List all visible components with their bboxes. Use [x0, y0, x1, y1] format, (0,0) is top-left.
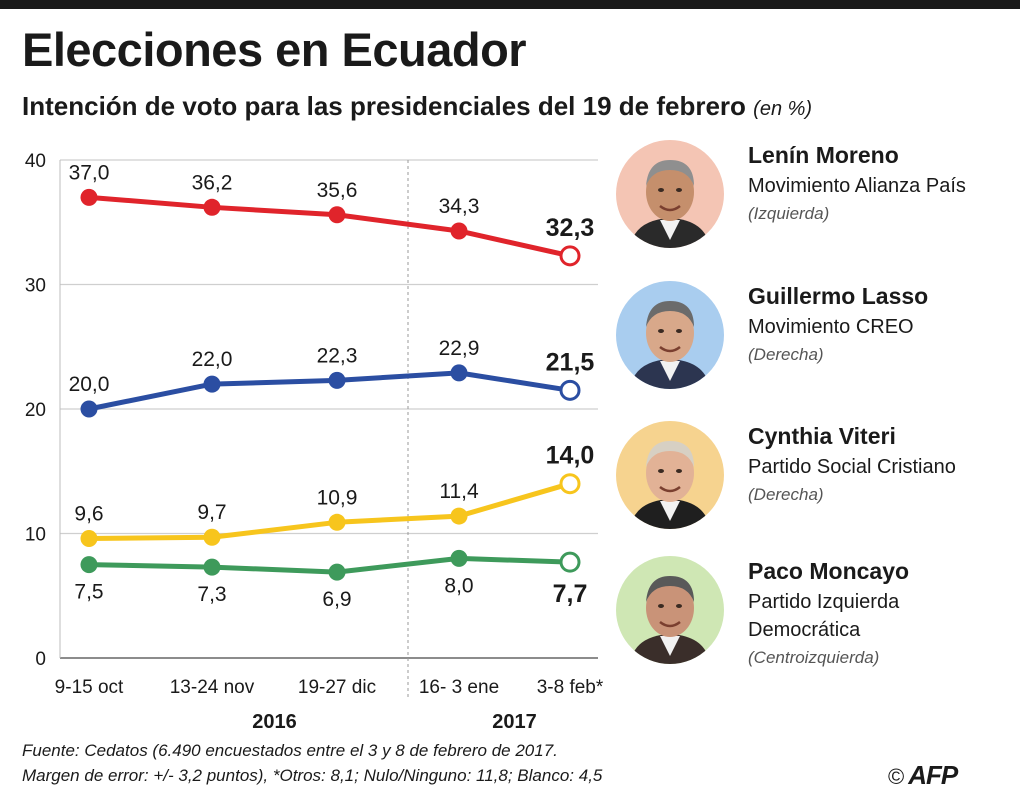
year-label-2016: 2016: [252, 711, 297, 733]
candidate-ideology: (Izquierda): [748, 204, 830, 223]
series-2-point-1: [203, 528, 221, 546]
series-3-point-4: [559, 551, 581, 573]
candidate-card: Guillermo Lasso Movimiento CREO (Derecha): [612, 281, 1012, 406]
candidate-party: Movimiento Alianza País: [748, 175, 966, 197]
candidate-ideology: (Derecha): [748, 485, 824, 504]
candidate-card: Lenín Moreno Movimiento Alianza País (Izqu…: [612, 140, 1012, 265]
x-tick-label-2: 19-27 dic: [298, 677, 376, 698]
series-0-point-3: [450, 222, 468, 240]
series-1-point-0: [80, 400, 98, 418]
series-3-label-4: 7,7: [553, 580, 588, 608]
series-0-point-4: [559, 245, 581, 267]
series-0-label-4: 32,3: [546, 214, 595, 242]
candidate-ideology: (Derecha): [748, 345, 824, 364]
line-chart: 0 10 20 30 40 9-15 oct 13-24 nov 19-27 dic 16- 3…: [25, 151, 604, 733]
series-3-point-1: [203, 558, 221, 576]
series-1-label-0: 20,0: [69, 373, 110, 396]
x-tick-label-0: 9-15 oct: [55, 677, 124, 698]
series-3-label-3: 8,0: [444, 574, 473, 597]
candidate-photo: [616, 556, 724, 664]
footer-line-2: Margen de error: +/- 3,2 puntos), *Otros…: [22, 766, 603, 785]
top-bar: [0, 0, 1020, 9]
subtitle-text: Intención de voto para las presidenciale…: [22, 91, 746, 121]
series-1-point-2: [328, 371, 346, 389]
agency-credit: © AFP: [888, 760, 958, 791]
candidate-name: Paco Moncayo: [748, 558, 910, 584]
series-3-point-2: [328, 563, 346, 581]
x-tick-label-1: 13-24 nov: [170, 677, 255, 698]
afp-logo: AFP: [908, 760, 958, 790]
series-1-point-3: [450, 364, 468, 382]
series-3-point-0: [80, 556, 98, 574]
series-2-point-3: [450, 507, 468, 525]
series-1-label-2: 22,3: [317, 344, 358, 367]
candidate-name: Lenín Moreno: [748, 142, 899, 168]
series-0-point-2: [328, 206, 346, 224]
series-0-point-0: [80, 188, 98, 206]
series-2-label-2: 10,9: [317, 486, 358, 509]
copyright-symbol: ©: [888, 764, 905, 789]
series-1-label-3: 22,9: [439, 337, 480, 360]
y-tick-label-40: 40: [25, 151, 46, 172]
candidate-name: Guillermo Lasso: [748, 283, 929, 309]
series-line-0: [86, 194, 573, 259]
chart-subtitle: Intención de voto para las presidenciale…: [22, 91, 812, 122]
year-label-2017: 2017: [492, 711, 537, 733]
series-2-label-4: 14,0: [546, 442, 595, 470]
series-3-label-2: 6,9: [322, 588, 351, 611]
series-3-label-1: 7,3: [197, 583, 226, 606]
candidate-card: Paco Moncayo Partido Izquierda Democrátic…: [612, 556, 1012, 681]
series-2-point-2: [328, 513, 346, 531]
series-1-label-4: 21,5: [546, 348, 595, 376]
x-tick-label-3: 16- 3 ene: [419, 677, 499, 698]
y-tick-label-20: 20: [25, 400, 46, 421]
footer-source: Fuente: Cedatos (6.490 encuestados entre…: [22, 738, 602, 788]
series-2-point-4: [559, 473, 581, 495]
series-0-label-3: 34,3: [439, 195, 480, 218]
candidate-card: Cynthia Viteri Partido Social Cristiano (D…: [612, 421, 1012, 546]
candidate-photo: [616, 281, 724, 389]
series-1-label-1: 22,0: [192, 348, 233, 371]
series-1-point-4: [559, 379, 581, 401]
series-0-point-1: [203, 198, 221, 216]
series-0-label-2: 35,6: [317, 179, 358, 202]
x-tick-label-4: 3-8 feb*: [537, 677, 604, 698]
series-2-label-1: 9,7: [197, 501, 226, 524]
candidate-name: Cynthia Viteri: [748, 423, 896, 449]
y-tick-label-30: 30: [25, 276, 46, 297]
series-3-point-3: [450, 549, 468, 567]
series-2-point-0: [80, 529, 98, 547]
candidate-party: Partido Social Cristiano: [748, 456, 956, 478]
series-2-label-3: 11,4: [439, 480, 479, 503]
series-1-point-1: [203, 375, 221, 393]
series-0-label-1: 36,2: [192, 171, 233, 194]
y-tick-label-0: 0: [35, 649, 46, 670]
candidate-party: Movimiento CREO: [748, 316, 914, 338]
footer-line-1: Fuente: Cedatos (6.490 encuestados entre…: [22, 741, 558, 760]
chart-title: Elecciones en Ecuador: [22, 23, 527, 76]
candidate-ideology: (Centroizquierda): [748, 648, 880, 667]
y-tick-label-10: 10: [25, 525, 46, 546]
candidate-party: Partido Izquierda Democrática: [748, 591, 900, 641]
candidate-photo: [616, 140, 724, 248]
series-0-label-0: 37,0: [69, 161, 110, 184]
subtitle-unit: (en %): [753, 98, 813, 120]
series-2-label-0: 9,6: [74, 502, 103, 525]
series-3-label-0: 7,5: [74, 581, 103, 604]
candidate-photo: [616, 421, 724, 529]
